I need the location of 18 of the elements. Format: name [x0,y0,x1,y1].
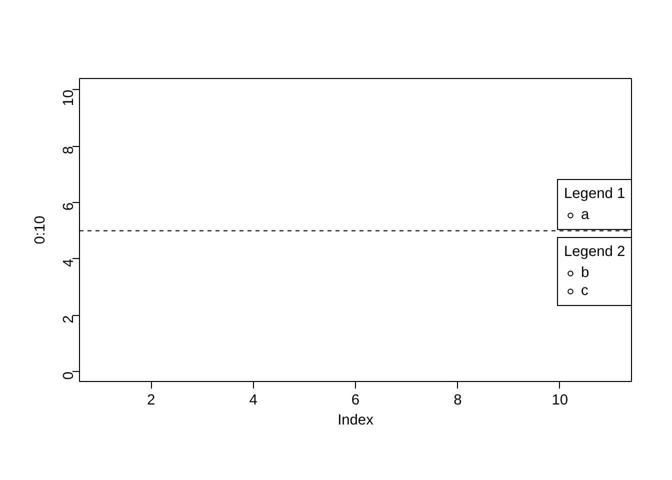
y-tick-label: 10 [61,90,77,106]
y-tick-label: 2 [61,315,77,324]
x-tick-label: 8 [454,392,462,408]
y-tick-label: 8 [61,146,77,154]
annotation: Legend 2 [564,244,626,260]
legend-label: b [581,265,590,281]
y-axis-title: 0:10 [32,216,48,244]
legend-label: c [581,283,590,299]
x-tick-label: 10 [552,392,568,408]
y-tick-label: 6 [61,202,77,211]
x-tick-label: 2 [146,392,156,408]
legend-title: Legend 1 [564,186,626,202]
y-tick-label: 4 [61,258,77,268]
y-tick-label: 0 [61,372,77,380]
x-tick-label: 4 [249,392,258,408]
legend-label: a [581,207,590,223]
x-tick-label: 6 [351,392,360,408]
x-axis-title: Index [338,412,374,428]
